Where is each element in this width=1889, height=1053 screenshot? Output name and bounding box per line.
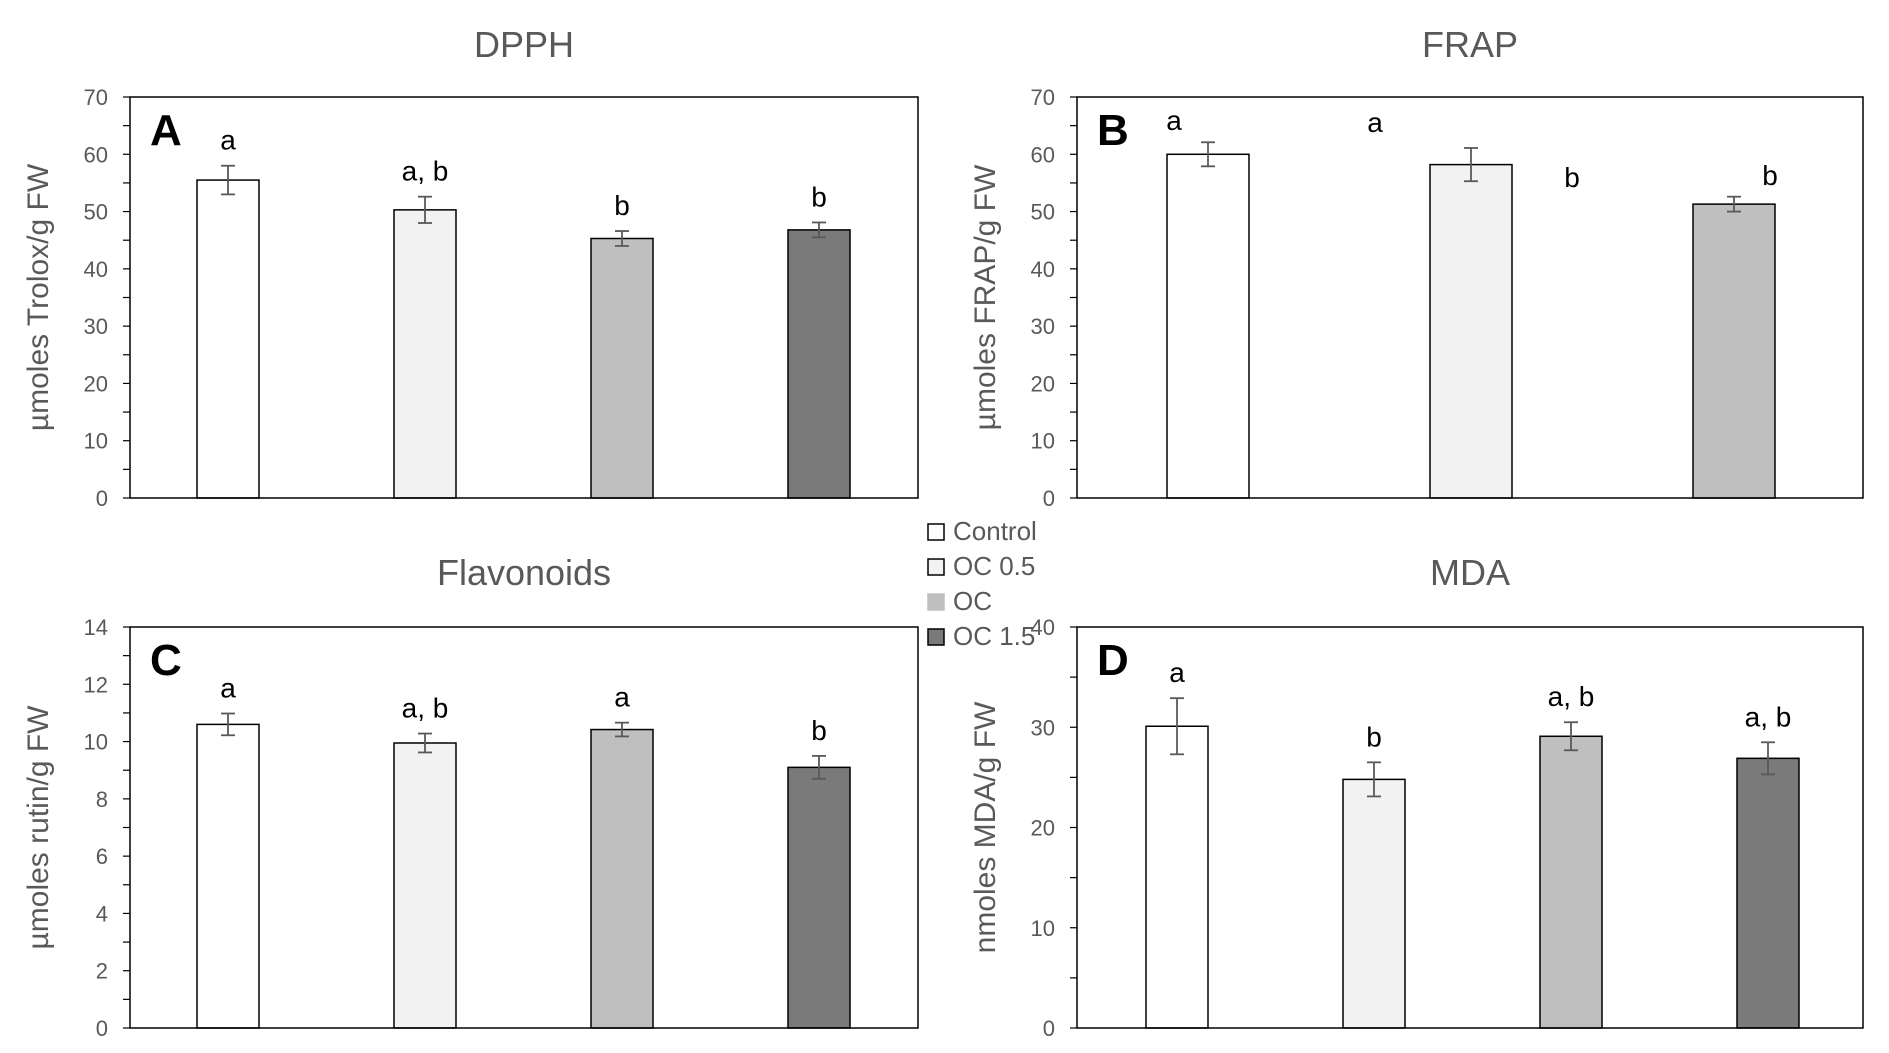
chart-panel-D: MDA nmoles MDA/g FW 0 10 20 30 40 a b a, b a, b D	[969, 552, 1864, 1041]
significance-label: a	[1166, 105, 1182, 136]
y-tick-label: 2	[96, 959, 108, 984]
y-tick-label: 60	[84, 142, 108, 167]
legend-item: Control	[927, 516, 1037, 546]
plot-area-frame	[129, 626, 919, 1029]
legend-swatch	[927, 523, 945, 541]
chart-title: FRAP	[1422, 24, 1518, 65]
y-tick-label: 10	[1031, 429, 1055, 454]
bar-oc-0.5	[393, 209, 457, 499]
legend-label: OC 0.5	[953, 551, 1035, 581]
y-tick-label: 40	[84, 257, 108, 282]
plot-area-frame	[1076, 626, 1864, 1029]
y-tick-label: 50	[84, 200, 108, 225]
plot-area-frame	[1076, 96, 1864, 499]
panel-letter: B	[1097, 106, 1129, 155]
chart-title: MDA	[1430, 552, 1510, 593]
legend-item: OC 1.5	[927, 621, 1035, 651]
legend: Control OC 0.5 OC OC 1.5	[927, 516, 1037, 651]
y-tick-label: 40	[1031, 615, 1055, 640]
y-tick-label: 30	[1031, 715, 1055, 740]
significance-label: b	[811, 181, 827, 212]
significance-label: a	[220, 125, 236, 156]
significance-label: b	[1564, 162, 1580, 193]
significance-label: a, b	[1548, 681, 1595, 712]
y-tick-label: 20	[1031, 816, 1055, 841]
significance-label: a, b	[402, 156, 449, 187]
bar-oc-1.5	[1736, 757, 1800, 1029]
significance-label: a	[614, 682, 630, 713]
y-tick-label: 4	[96, 901, 108, 926]
bar-control	[196, 723, 260, 1029]
bar-oc-0.5	[1342, 778, 1406, 1029]
legend-swatch	[927, 628, 945, 646]
y-tick-label: 8	[96, 787, 108, 812]
legend-label: OC 1.5	[953, 621, 1035, 651]
bar-oc-1.5	[787, 766, 851, 1029]
legend-swatch	[927, 593, 945, 611]
significance-label: a, b	[402, 693, 449, 724]
y-tick-label: 0	[96, 1016, 108, 1041]
y-tick-label: 40	[1031, 257, 1055, 282]
significance-label: a	[1367, 107, 1383, 138]
y-axis-label: µmoles Trolox/g FW	[22, 163, 55, 431]
significance-label: a, b	[1745, 701, 1792, 732]
y-tick-label: 14	[84, 615, 108, 640]
legend-label: Control	[953, 516, 1037, 546]
y-tick-label: 0	[96, 486, 108, 511]
legend-item: OC	[927, 586, 992, 616]
bar-control	[196, 179, 260, 499]
bar-oc-1.5	[787, 229, 851, 499]
significance-label: b	[1366, 721, 1382, 752]
y-axis-label: µmoles rutin/g FW	[22, 705, 55, 950]
bar-oc	[1692, 203, 1776, 499]
bar-oc	[590, 237, 654, 499]
y-tick-label: 20	[84, 371, 108, 396]
legend-item: OC 0.5	[927, 551, 1035, 581]
bar-control	[1145, 725, 1209, 1029]
significance-label: a	[220, 673, 236, 704]
significance-label: a	[1169, 657, 1185, 688]
y-tick-label: 50	[1031, 200, 1055, 225]
y-axis-label: nmoles MDA/g FW	[969, 701, 1002, 953]
y-tick-label: 6	[96, 844, 108, 869]
y-tick-label: 20	[1031, 371, 1055, 396]
y-tick-label: 10	[84, 429, 108, 454]
panel-letter: A	[150, 106, 182, 155]
y-tick-label: 30	[1031, 314, 1055, 339]
y-tick-label: 0	[1043, 1016, 1055, 1041]
y-axis-label: µmoles FRAP/g FW	[969, 164, 1002, 430]
y-tick-label: 60	[1031, 142, 1055, 167]
panel-letter: C	[150, 636, 182, 685]
bar-oc-0.5	[393, 742, 457, 1029]
chart-panel-B: FRAP µmoles FRAP/g FW 0 10 20 30 40 50 60 70 a a b b B	[969, 24, 1864, 511]
significance-label: b	[614, 190, 630, 221]
chart-panel-A: DPPH µmoles Trolox/g FW 0 10 20 30 40 50 60 70 a a,…	[22, 24, 919, 511]
chart-panel-C: Flavonoids µmoles rutin/g FW 0 2 4 6 8 10 12 14 a a…	[22, 552, 919, 1041]
bar-control	[1166, 153, 1250, 499]
bar-oc-0.5	[1429, 163, 1513, 499]
significance-label: b	[811, 715, 827, 746]
plot-area-frame	[129, 96, 919, 499]
bar-oc	[1539, 735, 1603, 1029]
y-tick-label: 70	[1031, 85, 1055, 110]
y-tick-label: 10	[84, 730, 108, 755]
chart-title: DPPH	[474, 24, 574, 65]
y-tick-label: 30	[84, 314, 108, 339]
y-tick-label: 70	[84, 85, 108, 110]
legend-swatch	[927, 558, 945, 576]
legend-label: OC	[953, 586, 992, 616]
y-tick-label: 10	[1031, 916, 1055, 941]
chart-title: Flavonoids	[437, 552, 611, 593]
y-tick-label: 12	[84, 672, 108, 697]
significance-label: b	[1762, 160, 1778, 191]
panel-letter: D	[1097, 636, 1129, 685]
bar-oc	[590, 728, 654, 1029]
y-tick-label: 0	[1043, 486, 1055, 511]
